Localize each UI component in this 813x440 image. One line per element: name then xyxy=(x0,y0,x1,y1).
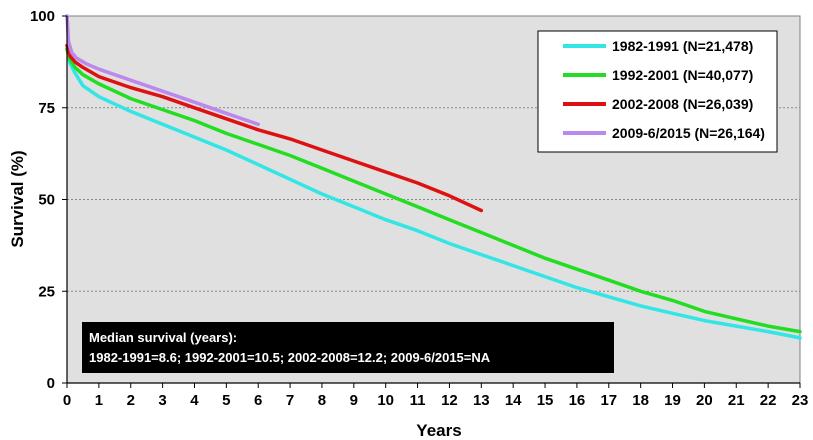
series-line-2 xyxy=(65,47,802,334)
y-tick-label: 75 xyxy=(38,100,55,117)
x-tick-label: 21 xyxy=(728,392,745,409)
annotation-line-2: 1982-1991=8.6; 1992-2001=10.5; 2002-2008… xyxy=(89,350,491,365)
axes xyxy=(62,15,801,388)
x-tick-label: 0 xyxy=(63,392,71,409)
legend: 1982-1991 (N=21,478) 1992-2001 (N=40,077)… xyxy=(537,30,778,153)
legend-label-4: 2009-6/2015 (N=26,164) xyxy=(612,125,765,141)
x-axis-title: Years xyxy=(416,421,461,440)
x-tick-label: 20 xyxy=(696,392,713,409)
y-tick-label: 25 xyxy=(38,283,55,300)
x-tick-label: 16 xyxy=(569,392,586,409)
x-tick-label: 23 xyxy=(792,392,809,409)
x-tick-labels: 0 1 2 3 4 5 6 7 8 9 10 11 12 13 14 15 16 17 18 19 20 21 22 23 xyxy=(63,392,809,409)
x-tick-label: 11 xyxy=(410,392,426,409)
series-layer xyxy=(65,14,802,340)
x-tick-label: 12 xyxy=(441,392,458,409)
x-tick-label: 17 xyxy=(600,392,617,409)
x-tick-label: 7 xyxy=(286,392,294,409)
legend-label-1: 1982-1991 (N=21,478) xyxy=(612,38,753,54)
legend-label-2: 1992-2001 (N=40,077) xyxy=(612,67,753,83)
x-tick-label: 2 xyxy=(127,392,135,409)
x-tick-label: 19 xyxy=(664,392,681,409)
y-tick-label: 100 xyxy=(30,8,55,25)
median-survival-annotation: Median survival (years): 1982-1991=8.6; … xyxy=(82,322,614,373)
x-tick-label: 8 xyxy=(318,392,326,409)
x-tick-label: 10 xyxy=(377,392,394,409)
x-tick-label: 3 xyxy=(158,392,166,409)
x-tick-label: 9 xyxy=(350,392,358,409)
x-tick-label: 14 xyxy=(505,392,522,409)
y-tick-label: 0 xyxy=(47,375,55,392)
x-tick-label: 6 xyxy=(254,392,262,409)
annotation-background xyxy=(82,322,614,373)
series-line-4 xyxy=(65,14,260,127)
series-line-1 xyxy=(65,47,802,340)
y-tick-label: 50 xyxy=(38,192,55,209)
x-tick-label: 4 xyxy=(190,392,199,409)
legend-label-3: 2002-2008 (N=26,039) xyxy=(612,96,753,112)
x-tick-label: 22 xyxy=(760,392,777,409)
series-line-3 xyxy=(65,43,484,213)
x-tick-label: 5 xyxy=(222,392,230,409)
x-tick-label: 13 xyxy=(473,392,490,409)
y-tick-labels: 0 25 50 75 100 xyxy=(30,8,55,392)
y-axis-title: Survival (%) xyxy=(8,150,27,247)
annotation-line-1: Median survival (years): xyxy=(89,330,237,345)
x-tick-label: 1 xyxy=(95,392,103,409)
x-tick-label: 18 xyxy=(632,392,649,409)
x-tick-label: 15 xyxy=(537,392,554,409)
